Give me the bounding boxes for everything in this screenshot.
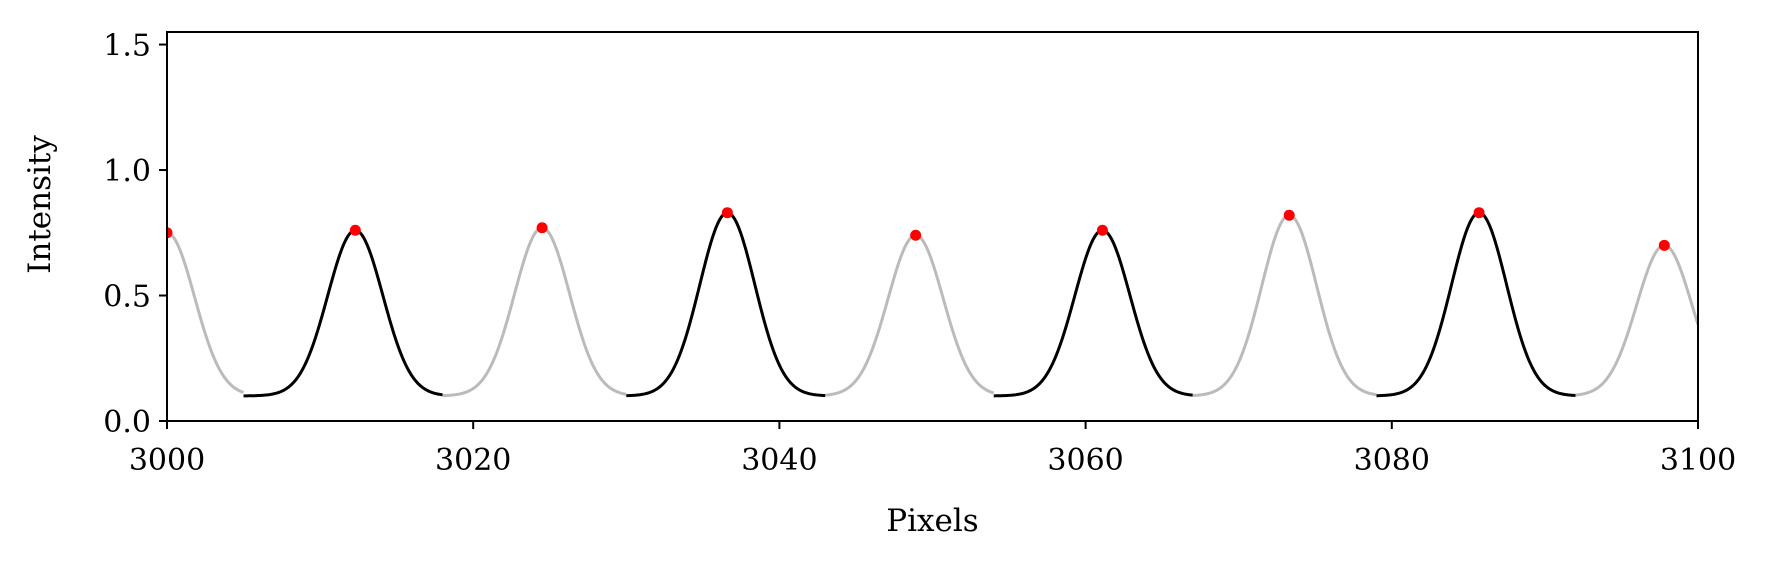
peak-marker-7 — [1473, 207, 1485, 219]
plot-frame — [166, 31, 1699, 422]
x-tick-label-2: 3040 — [741, 443, 817, 478]
peak-marker-8 — [1658, 239, 1670, 251]
y-axis-label: Intensity — [22, 135, 58, 274]
series-0-segment-3 — [1376, 211, 1576, 398]
series-1-segment-4 — [1574, 243, 1698, 397]
x-tick-label-5: 3100 — [1660, 443, 1736, 478]
peak-markers — [167, 207, 1670, 251]
series-0-segment-1 — [626, 211, 826, 398]
x-tick-label-3: 3060 — [1047, 443, 1123, 478]
series-0-segment-2 — [993, 228, 1194, 398]
y-axis: 0.0 0.5 1.0 1.5 — [103, 29, 167, 440]
y-tick-label-1: 0.5 — [103, 280, 151, 315]
series-0-segment-0 — [243, 228, 443, 398]
y-tick-label-3: 1.5 — [103, 29, 151, 64]
series-1 — [167, 213, 1698, 398]
x-tick-label-1: 3020 — [435, 443, 511, 478]
x-axis-label: Pixels — [886, 503, 978, 539]
peak-marker-3 — [721, 207, 733, 219]
series-1-segment-3 — [1192, 213, 1377, 398]
peak-marker-6 — [1283, 209, 1295, 221]
series-1-segment-0 — [167, 231, 245, 394]
x-tick-label-0: 3000 — [129, 443, 205, 478]
series-1-segment-1 — [442, 226, 627, 398]
peak-marker-2 — [536, 222, 548, 234]
plot-content — [167, 207, 1698, 398]
peak-marker-1 — [349, 224, 361, 236]
peak-marker-4 — [910, 229, 922, 241]
y-tick-label-0: 0.0 — [103, 405, 151, 440]
x-axis: 3000 3020 3040 3060 3080 3100 — [129, 421, 1736, 478]
series-1-segment-2 — [824, 233, 995, 397]
y-tick-label-2: 1.0 — [103, 154, 151, 189]
x-tick-label-4: 3080 — [1354, 443, 1430, 478]
peak-marker-0 — [167, 227, 173, 239]
peak-marker-5 — [1096, 224, 1108, 236]
